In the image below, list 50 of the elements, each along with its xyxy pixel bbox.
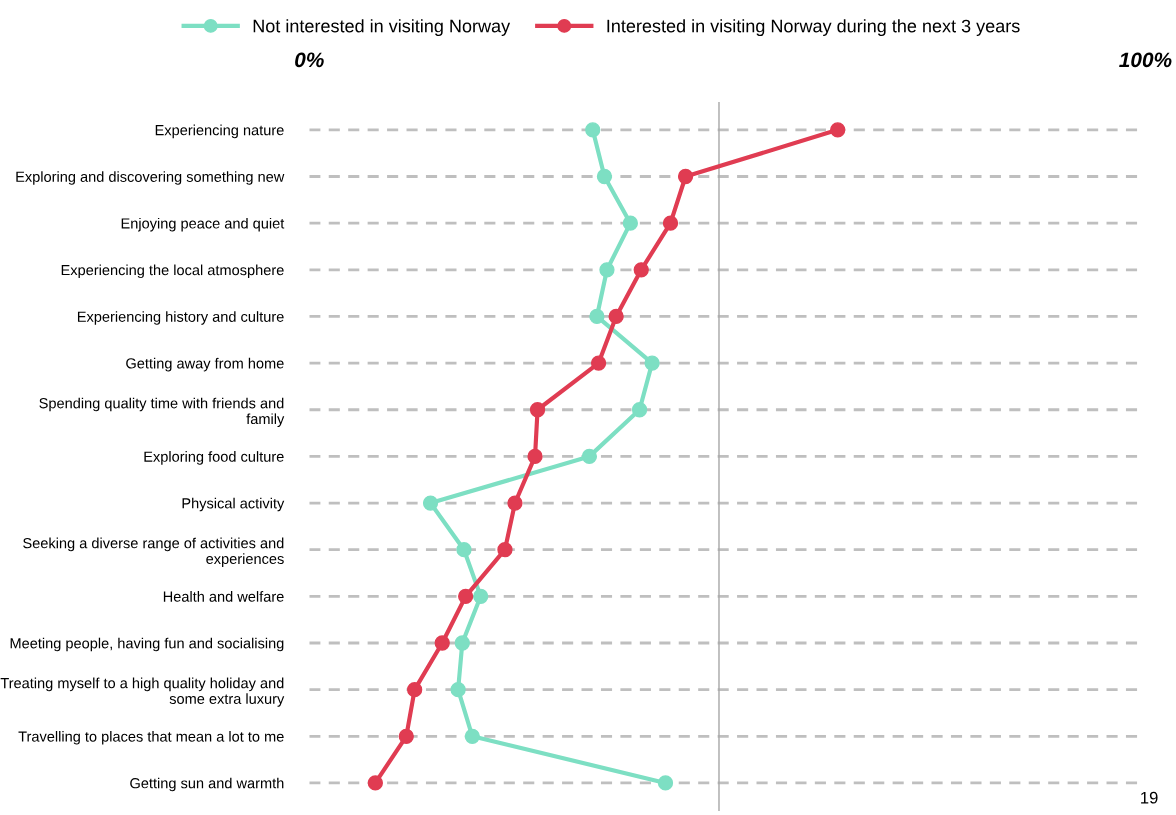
point — [367, 775, 383, 791]
point — [677, 168, 694, 185]
point — [529, 402, 546, 418]
point — [458, 588, 474, 604]
legend-label: Not interested in visiting Norway — [253, 19, 511, 36]
point — [497, 542, 513, 558]
y-tick-label: Physical activity — [182, 497, 285, 512]
point — [633, 262, 649, 278]
point — [631, 402, 648, 418]
point — [657, 775, 674, 791]
point — [422, 495, 439, 511]
x-tick-label: 100% — [1119, 52, 1172, 68]
point — [527, 448, 543, 465]
point — [596, 168, 613, 185]
y-tick-label: Travelling to places that mean a lot to me — [18, 731, 284, 745]
y-tick-label: Spending quality time with friends and family — [39, 397, 285, 427]
y-tick-label: Health and welfare — [163, 591, 284, 602]
point — [507, 495, 523, 511]
y-tick-label: Experiencing the local atmosphere — [61, 264, 284, 279]
y-tick-label: Getting sun and warmth — [130, 777, 284, 792]
point — [644, 355, 660, 371]
point — [434, 635, 450, 651]
point — [454, 635, 470, 651]
point — [622, 215, 639, 231]
point — [456, 542, 472, 558]
point — [450, 682, 466, 698]
legend-label: Interested in visiting Norway during the next 3 years — [607, 19, 1020, 36]
y-tick-label: Exploring and discovering something new — [16, 171, 285, 185]
annotation: 19 — [1141, 791, 1158, 804]
point — [830, 122, 846, 138]
y-tick-label: Getting away from home — [126, 357, 284, 372]
y-tick-label: Experiencing nature — [155, 124, 284, 139]
point — [398, 728, 414, 744]
y-tick-label: Exploring food culture — [144, 451, 284, 465]
x-tick-label: 0% — [295, 52, 324, 68]
point — [464, 728, 480, 744]
point — [407, 682, 423, 698]
point — [608, 308, 624, 325]
point — [599, 262, 615, 278]
point — [590, 355, 607, 371]
point — [585, 122, 601, 138]
y-tick-label: Enjoying peace and quiet — [121, 217, 285, 232]
point — [581, 448, 598, 465]
y-tick-label: Meeting people, having fun and socialising — [10, 637, 284, 652]
point — [473, 588, 489, 604]
y-tick-label: Experiencing history and culture — [77, 311, 284, 325]
point — [662, 215, 679, 231]
y-tick-label: Seeking a diverse range of activities and experiences — [23, 537, 284, 567]
point — [589, 308, 605, 325]
y-tick-label: Treating myself to a high quality holiday and some extra luxury — [0, 677, 285, 707]
